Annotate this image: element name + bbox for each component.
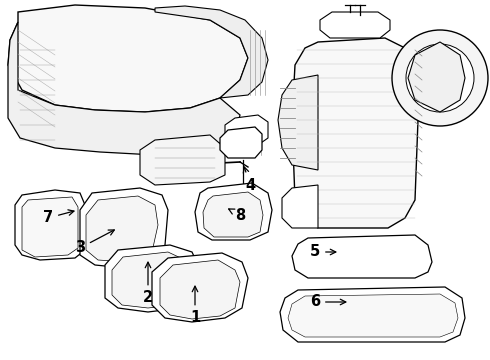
Circle shape xyxy=(406,44,474,112)
Text: 2: 2 xyxy=(143,262,153,306)
Polygon shape xyxy=(220,127,262,158)
Text: 7: 7 xyxy=(43,210,74,225)
Polygon shape xyxy=(288,294,458,337)
Polygon shape xyxy=(112,252,190,308)
Polygon shape xyxy=(155,6,268,98)
Text: 1: 1 xyxy=(190,286,200,325)
Polygon shape xyxy=(8,22,240,155)
Polygon shape xyxy=(22,197,78,257)
Text: 3: 3 xyxy=(75,230,114,256)
Circle shape xyxy=(434,72,446,84)
Text: 4: 4 xyxy=(244,167,255,193)
Polygon shape xyxy=(292,38,418,228)
Text: 8: 8 xyxy=(229,207,245,222)
Text: 6: 6 xyxy=(310,294,346,310)
Polygon shape xyxy=(140,135,225,185)
Polygon shape xyxy=(15,190,85,260)
Polygon shape xyxy=(292,235,432,278)
Polygon shape xyxy=(86,196,158,262)
Polygon shape xyxy=(8,5,248,112)
Polygon shape xyxy=(408,42,465,112)
Polygon shape xyxy=(282,185,318,228)
Polygon shape xyxy=(152,253,248,322)
Polygon shape xyxy=(225,115,268,148)
Polygon shape xyxy=(105,245,198,312)
Polygon shape xyxy=(280,287,465,342)
Polygon shape xyxy=(278,75,318,170)
Polygon shape xyxy=(195,183,272,240)
Polygon shape xyxy=(160,260,240,319)
Polygon shape xyxy=(80,188,168,268)
Circle shape xyxy=(424,62,456,94)
Text: 5: 5 xyxy=(310,244,336,260)
Polygon shape xyxy=(203,192,263,237)
Circle shape xyxy=(392,30,488,126)
Polygon shape xyxy=(320,12,390,38)
